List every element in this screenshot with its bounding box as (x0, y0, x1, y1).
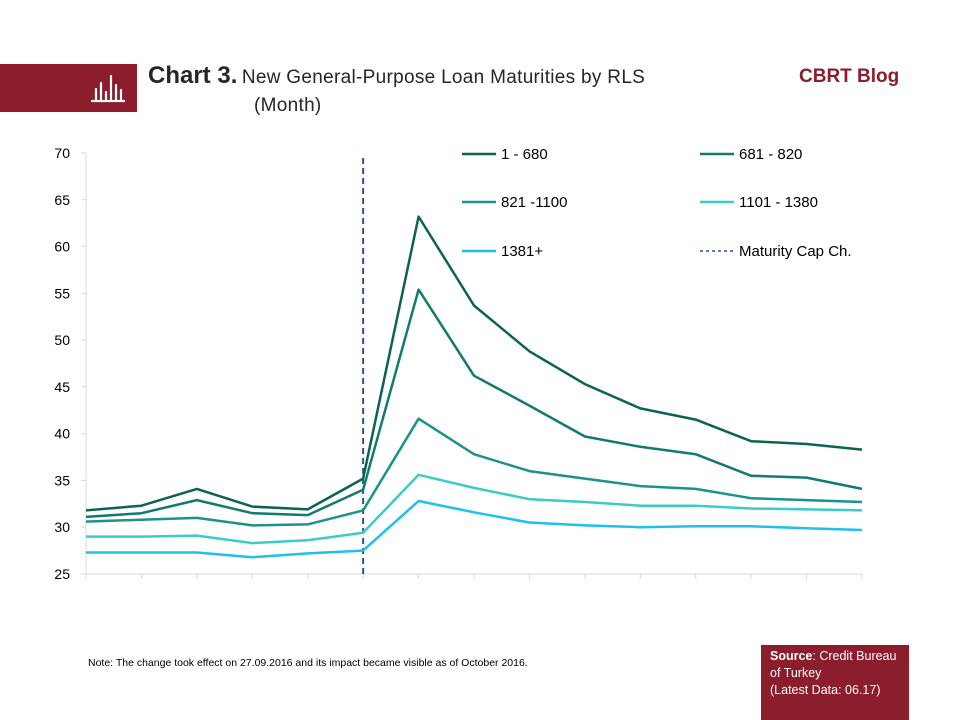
line-chart: 25 30 35 40 45 50 55 60 65 70 1 - 680 681 - 820 821… (54, 145, 863, 582)
source-text: : Credit Bureau of Turkey (770, 649, 897, 680)
chart-title: Chart 3. New General-Purpose Loan Maturi… (148, 62, 748, 90)
y-tick-label: 40 (54, 426, 70, 442)
series-line-2 (85, 288, 863, 519)
footnote: Note: The change took effect on 27.09.20… (88, 657, 528, 669)
y-tick-label: 35 (54, 472, 70, 488)
title-bold: Chart 3. (148, 62, 238, 89)
y-tick-label: 30 (54, 519, 70, 535)
series-line-1 (85, 215, 863, 512)
brand-label: CBRT Blog (799, 66, 900, 87)
title-rest: New General-Purpose Loan Maturities by R… (241, 67, 646, 88)
y-tick-label: 25 (54, 566, 70, 582)
legend-label: 1381+ (501, 243, 543, 260)
legend-label: 681 - 820 (739, 146, 802, 163)
axes: 25 30 35 40 45 50 55 60 65 70 (54, 145, 863, 582)
legend-label: 1 - 680 (501, 146, 548, 163)
y-tick-label: 60 (54, 239, 70, 255)
series-line-5 (86, 499, 863, 559)
y-tick-label: 55 (54, 285, 70, 301)
y-tick-label: 65 (54, 192, 70, 208)
legend: 1 - 680 681 - 820 821 -1100 1101 - 1380 1381… (462, 146, 852, 260)
title-unit: (Month) (254, 95, 322, 116)
y-tick-label: 45 (54, 379, 70, 395)
legend-label: Maturity Cap Ch. (739, 243, 852, 260)
y-tick-label: 50 (54, 332, 70, 348)
brand-bar (0, 64, 137, 112)
legend-label: 821 -1100 (501, 194, 567, 211)
source-box: Source: Credit Bureau of Turkey (Latest … (761, 645, 909, 720)
bar-chart-icon (90, 74, 126, 103)
series-line-4 (86, 473, 863, 545)
source-latest: (Latest Data: 06.17) (770, 683, 881, 697)
series-group (85, 215, 863, 559)
y-tick-label: 70 (54, 145, 70, 161)
series-line-3 (85, 417, 863, 527)
source-label: Source (770, 649, 813, 663)
legend-label: 1101 - 1380 (739, 194, 818, 211)
